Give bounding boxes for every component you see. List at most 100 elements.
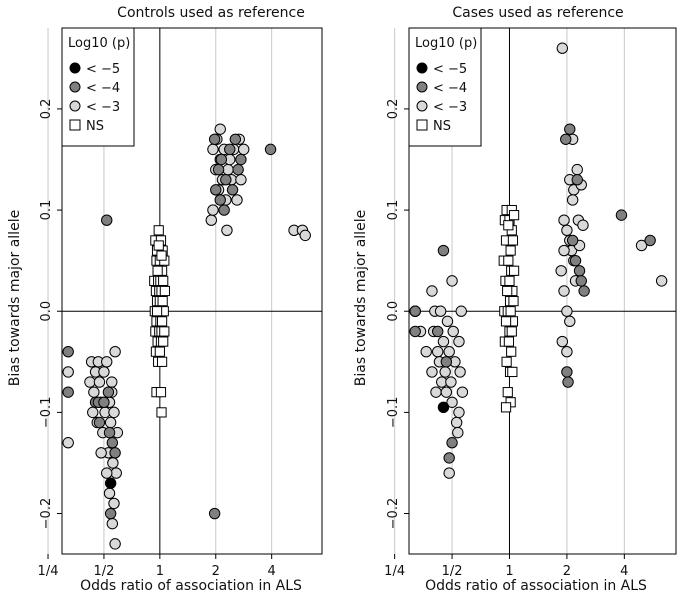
left-point-p3	[205, 214, 217, 226]
left-point-p3	[103, 487, 116, 500]
left-point-p4	[103, 426, 116, 439]
left-point-p3	[299, 229, 311, 242]
left-legend-label-p3: < −3	[86, 100, 120, 115]
left-y-tick-label: 0.1	[39, 200, 54, 221]
right-point-p3	[447, 325, 459, 338]
left-point-p4	[210, 184, 222, 196]
right-point-p4	[561, 366, 573, 378]
right-x-tick-label: 2	[563, 564, 571, 579]
right-point-p3	[443, 345, 455, 358]
left-point-p4	[229, 133, 242, 145]
right-y-axis-label: Bias towards major allele	[353, 210, 369, 386]
right-legend-title: Log10 (p)	[415, 36, 477, 51]
left-point-p3	[110, 467, 122, 479]
left-point-ns	[153, 225, 164, 236]
left-point-p4	[215, 153, 228, 166]
right-point-p4	[575, 275, 587, 287]
left-point-p3	[106, 517, 119, 530]
left-point-p3	[108, 406, 120, 419]
left-point-p3	[222, 163, 234, 176]
right-point-p3	[454, 366, 466, 378]
left-point-p4	[224, 143, 236, 156]
right-point-p3	[426, 285, 438, 297]
right-point-p4	[560, 133, 572, 145]
left-plot-frame	[61, 27, 323, 555]
left-legend-title: Log10 (p)	[68, 36, 130, 51]
left-point-ns	[154, 346, 165, 357]
left-y-tick-label: −0.2	[39, 498, 54, 530]
right-point-p3	[445, 376, 457, 388]
left-point-p4	[104, 507, 117, 520]
right-y-tick-label: −0.2	[386, 498, 401, 530]
left-point-p3	[98, 366, 110, 378]
left-legend-label-ns: NS	[86, 119, 104, 134]
right-point-p4	[446, 437, 458, 449]
right-point-ns	[500, 316, 512, 327]
right-point-p3	[420, 345, 432, 358]
right-point-ns	[505, 306, 516, 317]
right-point-p3	[434, 305, 447, 317]
right-point-p4	[571, 174, 583, 186]
left-panel-title: Controls used as reference	[117, 5, 305, 21]
left-point-ns	[157, 296, 168, 307]
right-legend-marker-p4	[416, 81, 428, 93]
right-point-p3	[439, 366, 451, 378]
right-point-p3	[432, 345, 444, 358]
left-point-p4	[62, 386, 74, 398]
right-legend: Log10 (p) < −5 < −4 < −3 NS	[408, 27, 482, 147]
left-point-ns	[159, 285, 170, 297]
right-point-p3	[561, 224, 573, 237]
right-point-p4	[440, 356, 453, 368]
right-point-p3	[566, 194, 579, 206]
right-panel-cases-reference: Cases used as reference Odds ratio of as…	[353, 5, 677, 594]
left-point-p3	[87, 406, 99, 419]
right-point-ns	[508, 296, 519, 307]
right-point-p3	[561, 305, 573, 317]
left-point-p3	[207, 143, 219, 156]
left-legend-label-p4: < −4	[86, 81, 120, 96]
left-y-tick-label: 0.0	[39, 301, 54, 322]
right-point-p3	[453, 335, 465, 348]
right-point-p3	[455, 305, 467, 317]
right-point-p3	[655, 275, 668, 287]
right-point-p3	[437, 335, 450, 348]
left-point-ns	[158, 275, 169, 286]
right-point-ns	[508, 265, 520, 276]
left-legend-marker-p3	[69, 100, 81, 112]
right-point-p3	[456, 386, 469, 398]
left-point-ns	[153, 240, 164, 251]
right-point-p4	[569, 254, 582, 267]
right-legend-label-p3: < −3	[433, 100, 467, 115]
right-point-ns	[500, 402, 512, 413]
right-x-tick-label: 4	[620, 564, 628, 579]
left-point-p4	[220, 174, 232, 186]
left-y-axis-label: Bias towards major allele	[7, 210, 23, 386]
left-point-p4	[235, 153, 247, 166]
right-point-p3	[555, 265, 567, 277]
left-point-p4	[232, 163, 244, 176]
right-point-ns	[505, 245, 516, 256]
left-y-tick-label: −0.1	[39, 397, 54, 429]
left-point-p3	[107, 457, 119, 469]
left-point-p4	[62, 345, 74, 358]
left-point-p4	[98, 396, 110, 408]
right-point-p4	[564, 123, 576, 135]
left-point-p4	[214, 194, 226, 206]
right-point-ns	[506, 326, 517, 337]
left-point-p3	[207, 204, 219, 216]
right-y-tick-label: 0.1	[386, 200, 401, 221]
left-legend-label-p5: < −5	[86, 62, 120, 77]
left-point-p3	[214, 123, 226, 135]
right-y-tick-label: 0.0	[386, 301, 401, 322]
right-point-p3	[441, 315, 454, 328]
right-point-p4	[432, 325, 444, 338]
left-point-ns	[156, 316, 168, 327]
right-legend-label-p5: < −5	[433, 62, 467, 77]
left-point-ns	[151, 306, 163, 317]
right-y-tick-label: 0.2	[386, 99, 401, 120]
right-panel-title: Cases used as reference	[452, 5, 623, 21]
left-legend-marker-p4	[69, 81, 81, 93]
left-point-ns	[158, 336, 169, 347]
right-point-p3	[635, 239, 648, 252]
right-legend-label-p4: < −4	[433, 81, 467, 96]
